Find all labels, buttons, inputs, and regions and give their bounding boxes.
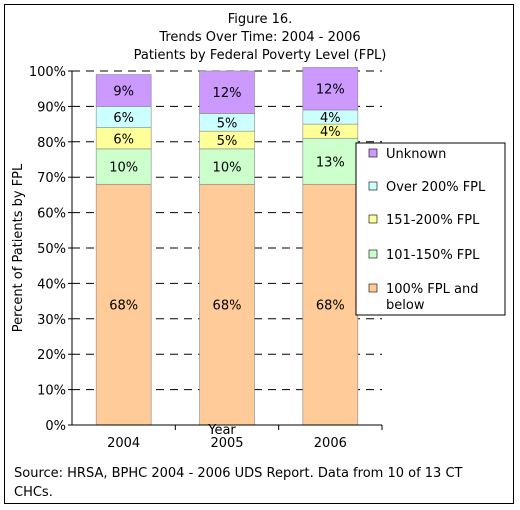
y-tick-label: 30% — [37, 313, 66, 328]
legend-label: 100% FPL and below — [386, 282, 478, 313]
data-label: 5% — [217, 116, 238, 131]
y-tick-label: 60% — [37, 207, 66, 222]
y-tick-label: 20% — [37, 348, 66, 363]
y-tick-label: 50% — [37, 242, 66, 257]
data-label: 6% — [113, 132, 134, 147]
legend-swatch — [368, 148, 378, 158]
bar-segment — [199, 148, 255, 185]
bar-segment — [302, 67, 359, 111]
y-tick-label: 90% — [37, 100, 66, 115]
y-tick-label: 100% — [29, 65, 66, 80]
data-label: 10% — [213, 161, 242, 176]
bar-segment — [302, 137, 359, 185]
legend: Unknown Over 200% FPL 151-200% FPL 101-150%… — [355, 142, 506, 316]
data-label: 13% — [316, 155, 345, 170]
data-label: 4% — [320, 111, 341, 126]
bar-segment — [95, 148, 152, 185]
data-label: 68% — [109, 299, 138, 314]
data-label: 6% — [113, 111, 134, 126]
x-tick-label: 2005 — [210, 436, 243, 451]
data-label: 12% — [213, 86, 242, 101]
bar-segment — [95, 183, 152, 426]
legend-box — [355, 142, 506, 316]
source-note-line-2: CHCs. — [14, 485, 53, 500]
data-label: 9% — [113, 84, 134, 99]
source-note-line-1: Source: HRSA, BPHC 2004 - 2006 UDS Repor… — [14, 466, 463, 481]
legend-swatch — [368, 249, 378, 259]
data-label: 68% — [316, 299, 345, 314]
x-tick-label: 2006 — [314, 436, 347, 451]
chart-title-line-1: Figure 16. — [228, 12, 293, 27]
bar-segment — [199, 183, 255, 426]
legend-label: Over 200% FPL — [386, 180, 486, 195]
chart-title-line-3: Patients by Federal Poverty Level (FPL) — [134, 48, 387, 63]
legend-label: 151-200% FPL — [386, 213, 480, 228]
legend-swatch — [368, 283, 378, 293]
legend-swatch — [368, 214, 378, 224]
y-tick-label: 0% — [45, 419, 66, 434]
legend-label: 101-150% FPL — [386, 248, 480, 263]
y-tick-label: 70% — [37, 171, 66, 186]
y-axis-ticks: 0% 10% 20% 30% 40% 50% 60% 70% 80% 90% 100% — [29, 65, 72, 434]
bar-segment — [302, 183, 359, 426]
y-tick-label: 10% — [37, 384, 66, 399]
bars: 68% 10% 6% 6% 9% 68% 10% 5% 5% 12% 68% 13% 4%4% 12% — [95, 67, 359, 426]
bar-segment — [95, 74, 152, 107]
data-label: 4% — [320, 125, 341, 140]
legend-label: Unknown — [386, 147, 446, 162]
y-tick-label: 40% — [37, 277, 66, 292]
x-axis-ticks: 2004 2005 2006 — [107, 425, 383, 451]
legend-swatch — [368, 181, 378, 191]
bar-segment — [199, 70, 255, 114]
y-axis-title: Percent of Patients by FPL — [11, 163, 26, 332]
x-axis-title: Year — [207, 423, 236, 438]
chart-title-line-2: Trends Over Time: 2004 - 2006 — [158, 30, 360, 45]
data-label: 10% — [109, 161, 138, 176]
data-label: 68% — [213, 299, 242, 314]
data-label: 5% — [217, 134, 238, 149]
data-label: 12% — [316, 83, 345, 98]
x-tick-label: 2004 — [107, 436, 140, 451]
y-tick-label: 80% — [37, 136, 66, 151]
